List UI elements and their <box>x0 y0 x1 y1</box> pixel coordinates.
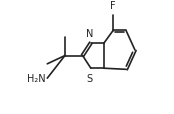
Text: S: S <box>87 74 93 83</box>
Text: N: N <box>86 29 93 39</box>
Text: H₂N: H₂N <box>27 74 46 83</box>
Text: F: F <box>110 1 116 11</box>
